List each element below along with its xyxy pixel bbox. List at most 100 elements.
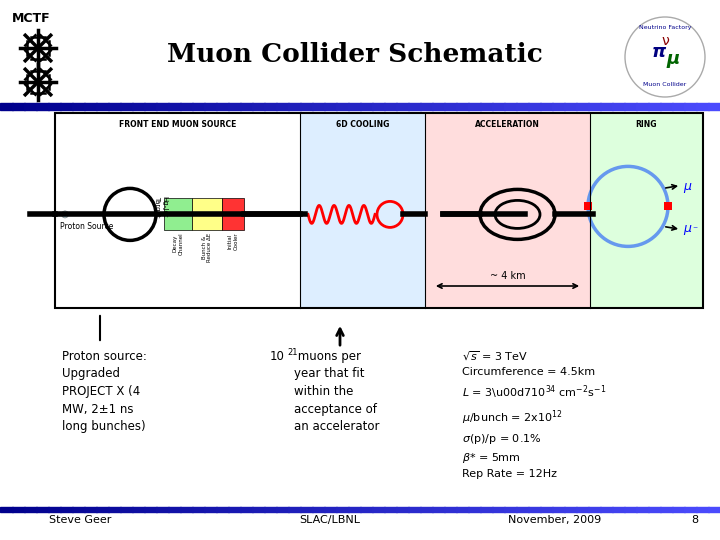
Bar (192, 507, 205, 512)
Text: ACCELERATION: ACCELERATION (475, 120, 540, 129)
Bar (24, 507, 37, 512)
Bar (192, 103, 205, 110)
Bar (312, 103, 325, 110)
Bar (540, 507, 553, 512)
Bar (228, 507, 241, 512)
Bar (672, 507, 685, 512)
Text: Decay
Channel: Decay Channel (173, 232, 184, 255)
Bar (420, 507, 433, 512)
Bar (60, 103, 73, 110)
Bar (276, 507, 289, 512)
Bar (425, 113, 590, 308)
Bar (288, 507, 301, 512)
Bar (168, 507, 181, 512)
Bar (468, 103, 481, 110)
Bar (552, 507, 565, 512)
Bar (420, 103, 433, 110)
Bar (684, 507, 697, 512)
Text: Hg-Jet
Target: Hg-Jet Target (154, 195, 167, 217)
Bar (204, 103, 217, 110)
Bar (492, 507, 505, 512)
Bar (84, 507, 97, 512)
Bar (660, 103, 673, 110)
Text: Steve Geer: Steve Geer (49, 515, 111, 525)
Bar (444, 103, 457, 110)
Bar (24, 103, 37, 110)
Bar (108, 103, 121, 110)
Text: $\sqrt{s}$ = 3 TeV
Circumference = 4.5km
$L$ = 3\u00d710$^{34}$ cm$^{-2}$s$^{-1}: $\sqrt{s}$ = 3 TeV Circumference = 4.5km… (462, 350, 606, 478)
Bar (396, 103, 409, 110)
Text: ~ 4 km: ~ 4 km (490, 271, 526, 281)
Bar (528, 507, 541, 512)
Text: 8: 8 (691, 515, 698, 525)
Bar (468, 507, 481, 512)
Bar (0, 103, 13, 110)
Text: Initial
Cooler: Initial Cooler (228, 232, 238, 250)
Bar (396, 507, 409, 512)
Bar (156, 103, 169, 110)
Bar (444, 507, 457, 512)
Bar (360, 507, 373, 512)
Bar (84, 103, 97, 110)
Bar (684, 103, 697, 110)
Bar (480, 103, 493, 110)
Bar (312, 507, 325, 512)
Bar (696, 507, 709, 512)
Bar (492, 103, 505, 110)
Bar (576, 507, 589, 512)
Text: FRONT END MUON SOURCE: FRONT END MUON SOURCE (119, 120, 236, 129)
Bar (240, 507, 253, 512)
Bar (108, 507, 121, 512)
Bar (48, 507, 61, 512)
Bar (168, 103, 181, 110)
Bar (456, 103, 469, 110)
Text: ⁻: ⁻ (692, 225, 697, 235)
Bar (48, 103, 61, 110)
Bar (300, 113, 425, 308)
Bar (432, 507, 445, 512)
Bar (156, 507, 169, 512)
Bar (612, 507, 625, 512)
Bar (240, 103, 253, 110)
Bar (324, 507, 337, 512)
Bar (384, 507, 397, 512)
Text: Neutrino Factory: Neutrino Factory (639, 24, 691, 30)
Bar (584, 202, 592, 211)
Bar (648, 507, 661, 512)
Text: μ: μ (667, 50, 680, 68)
Text: Proton source:
Upgraded
PROJECT X (4
MW, 2±1 ns
long bunches): Proton source: Upgraded PROJECT X (4 MW,… (62, 350, 147, 433)
Bar (288, 103, 301, 110)
Bar (672, 103, 685, 110)
Bar (384, 103, 397, 110)
Bar (372, 507, 385, 512)
Bar (408, 507, 421, 512)
Bar (36, 103, 49, 110)
Bar (120, 103, 133, 110)
Text: Muon Collider Schematic: Muon Collider Schematic (167, 43, 543, 68)
Bar (60, 507, 73, 512)
Text: μ: μ (683, 222, 691, 235)
Bar (528, 103, 541, 110)
Text: RING: RING (636, 120, 657, 129)
Bar (0, 507, 13, 512)
Bar (12, 103, 25, 110)
Bar (590, 113, 703, 308)
Bar (216, 507, 229, 512)
Bar (336, 507, 349, 512)
Text: muons per
year that fit
within the
acceptance of
an accelerator: muons per year that fit within the accep… (294, 350, 379, 433)
Bar (276, 103, 289, 110)
Text: SLAC/LBNL: SLAC/LBNL (300, 515, 361, 525)
Bar (192, 198, 222, 231)
Bar (504, 103, 517, 110)
Bar (600, 103, 613, 110)
Bar (552, 103, 565, 110)
Circle shape (61, 211, 68, 218)
Bar (648, 103, 661, 110)
Bar (516, 103, 529, 110)
Bar (72, 103, 85, 110)
Text: November, 2009: November, 2009 (508, 515, 602, 525)
Bar (564, 103, 577, 110)
Bar (300, 103, 313, 110)
Bar (300, 507, 313, 512)
Bar (456, 507, 469, 512)
